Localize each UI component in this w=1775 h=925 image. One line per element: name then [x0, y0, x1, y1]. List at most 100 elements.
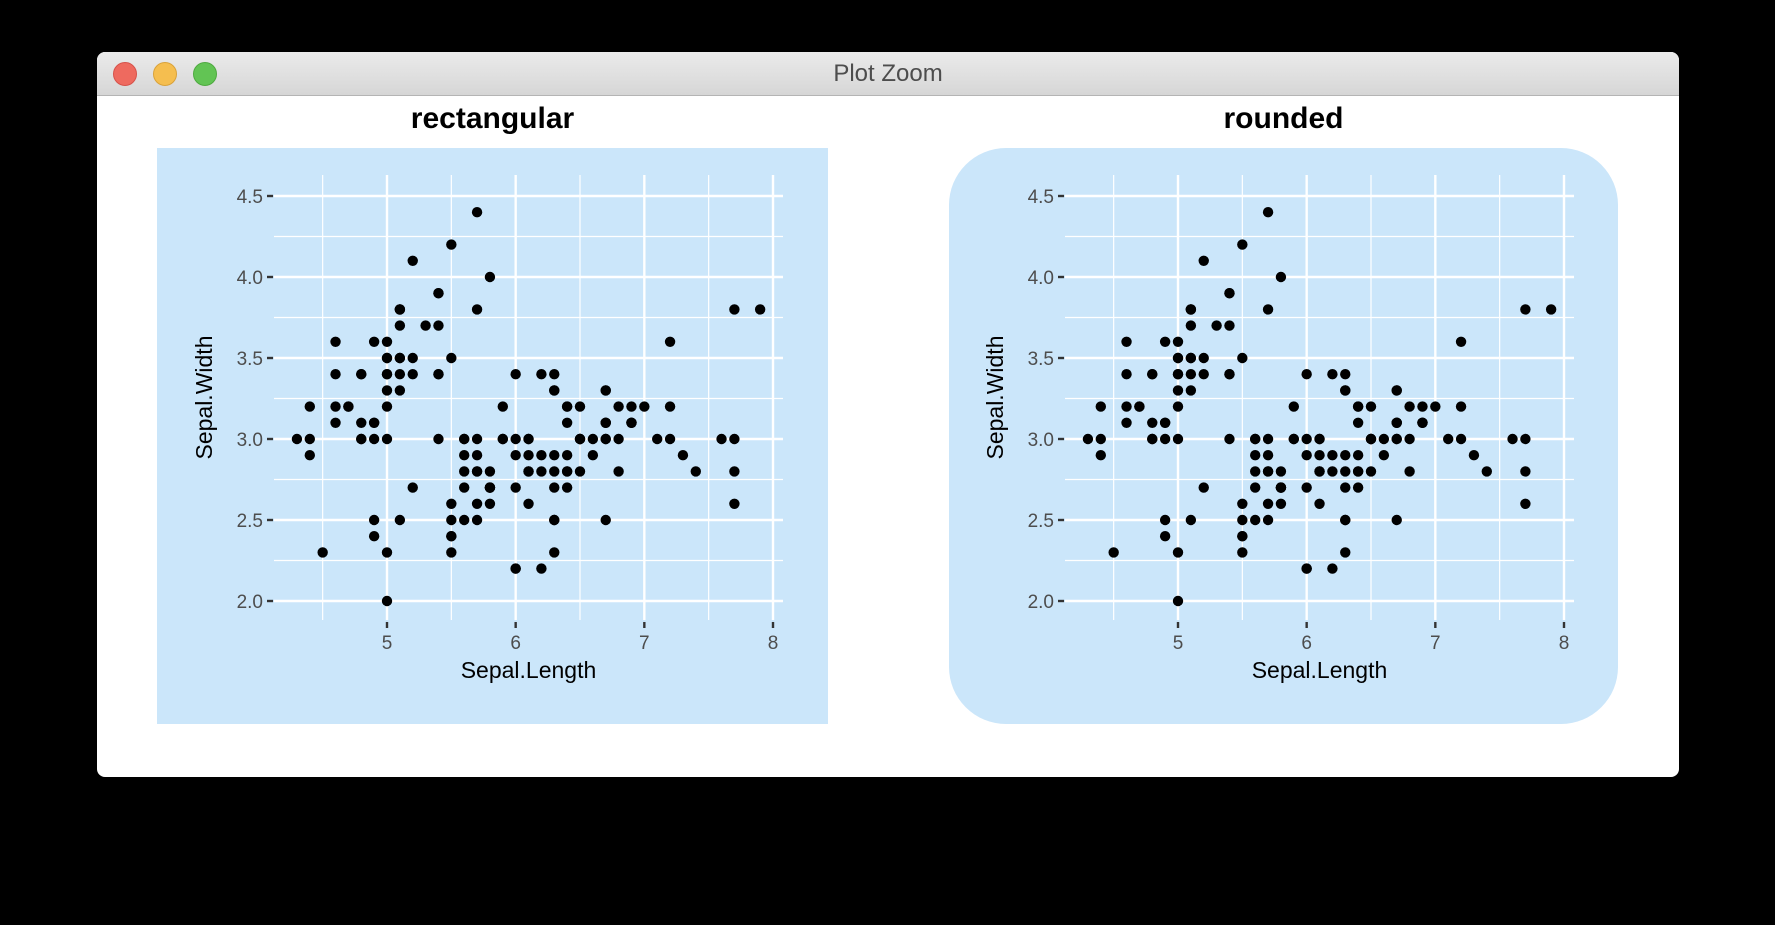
- close-button[interactable]: [113, 62, 137, 86]
- data-point: [1455, 433, 1467, 445]
- data-point: [729, 304, 740, 315]
- data-point: [1250, 514, 1261, 526]
- data-point: [1391, 514, 1402, 526]
- data-point: [1237, 514, 1248, 526]
- data-point: [574, 401, 586, 412]
- data-point: [1095, 433, 1106, 445]
- data-point: [1275, 498, 1287, 509]
- data-point: [1340, 482, 1351, 493]
- data-point: [1198, 369, 1209, 380]
- data-point: [1250, 433, 1261, 445]
- data-point: [1417, 401, 1428, 412]
- data-point: [1172, 336, 1184, 347]
- data-point: [549, 450, 560, 461]
- data-point: [407, 255, 418, 266]
- x-tick-label: 7: [639, 633, 650, 654]
- data-point: [433, 369, 444, 380]
- data-point: [1327, 369, 1338, 380]
- data-point: [446, 498, 457, 509]
- data-point: [471, 450, 483, 461]
- data-point: [716, 433, 727, 445]
- data-point: [471, 433, 483, 445]
- data-point: [433, 288, 444, 299]
- y-tick-label: 4.5: [237, 187, 263, 208]
- data-point: [1108, 547, 1119, 558]
- y-tick-label: 4.0: [237, 268, 263, 289]
- data-point: [574, 433, 586, 445]
- data-point: [729, 498, 740, 509]
- data-point: [484, 271, 496, 283]
- title-bar[interactable]: Plot Zoom: [97, 52, 1679, 96]
- data-point: [1301, 433, 1312, 445]
- data-point: [1185, 514, 1197, 526]
- x-tick-label: 5: [1173, 633, 1184, 654]
- data-point: [1301, 369, 1312, 380]
- data-point: [1340, 369, 1351, 380]
- data-point: [600, 514, 611, 526]
- data-point: [356, 369, 367, 380]
- data-point: [1121, 417, 1132, 428]
- data-point: [510, 450, 521, 461]
- data-point: [1172, 595, 1184, 607]
- data-point: [1340, 450, 1351, 461]
- data-point: [561, 401, 573, 412]
- data-point: [394, 514, 406, 526]
- data-point: [1211, 320, 1222, 331]
- data-point: [407, 369, 418, 380]
- data-point: [368, 514, 380, 526]
- data-point: [1147, 369, 1158, 380]
- data-point: [561, 417, 573, 428]
- data-point: [1378, 450, 1390, 461]
- data-point: [471, 207, 483, 218]
- minimize-button[interactable]: [153, 62, 177, 86]
- data-point: [1327, 450, 1338, 461]
- data-point: [1520, 466, 1531, 477]
- x-tick-label: 5: [382, 633, 393, 654]
- data-point: [1121, 336, 1132, 347]
- data-point: [291, 433, 303, 445]
- data-point: [1172, 433, 1184, 445]
- data-point: [1237, 498, 1248, 509]
- data-point: [1237, 352, 1248, 364]
- data-point: [394, 385, 406, 396]
- data-point: [1365, 466, 1377, 477]
- data-point: [446, 352, 457, 364]
- data-point: [1404, 433, 1415, 445]
- data-point: [368, 531, 380, 542]
- data-point: [1224, 433, 1235, 445]
- data-point: [1520, 304, 1531, 315]
- data-point: [1545, 304, 1557, 315]
- data-point: [1404, 466, 1415, 477]
- data-point: [536, 563, 547, 574]
- window-title: Plot Zoom: [833, 60, 943, 87]
- data-point: [1262, 450, 1274, 461]
- data-point: [626, 417, 637, 428]
- data-point: [330, 369, 341, 380]
- data-point: [304, 450, 315, 461]
- y-tick-label: 3.0: [1028, 430, 1054, 451]
- maximize-button[interactable]: [193, 62, 217, 86]
- data-point: [664, 336, 676, 347]
- data-point: [1468, 450, 1480, 461]
- data-point: [394, 352, 406, 364]
- data-point: [523, 433, 534, 445]
- data-point: [1417, 417, 1428, 428]
- scatter-plot-rectangular: 5 6 7 8 2.0 2.5 3.0 3.5 4.0 4.5 Sepal.Length Sepal.…: [157, 148, 828, 724]
- data-point: [600, 433, 611, 445]
- data-point: [356, 417, 367, 428]
- data-point: [368, 336, 380, 347]
- data-point: [549, 547, 560, 558]
- data-point: [1340, 466, 1351, 477]
- data-point: [1352, 417, 1364, 428]
- data-point: [1147, 433, 1158, 445]
- data-point: [574, 466, 586, 477]
- data-point: [446, 514, 457, 526]
- data-point: [1224, 288, 1235, 299]
- data-point: [1185, 385, 1197, 396]
- data-point: [1262, 466, 1274, 477]
- data-point: [459, 514, 470, 526]
- data-point: [1121, 369, 1132, 380]
- data-point: [1455, 336, 1467, 347]
- y-tick-label: 2.0: [1028, 592, 1054, 613]
- y-axis-label: Sepal.Width: [982, 335, 1008, 459]
